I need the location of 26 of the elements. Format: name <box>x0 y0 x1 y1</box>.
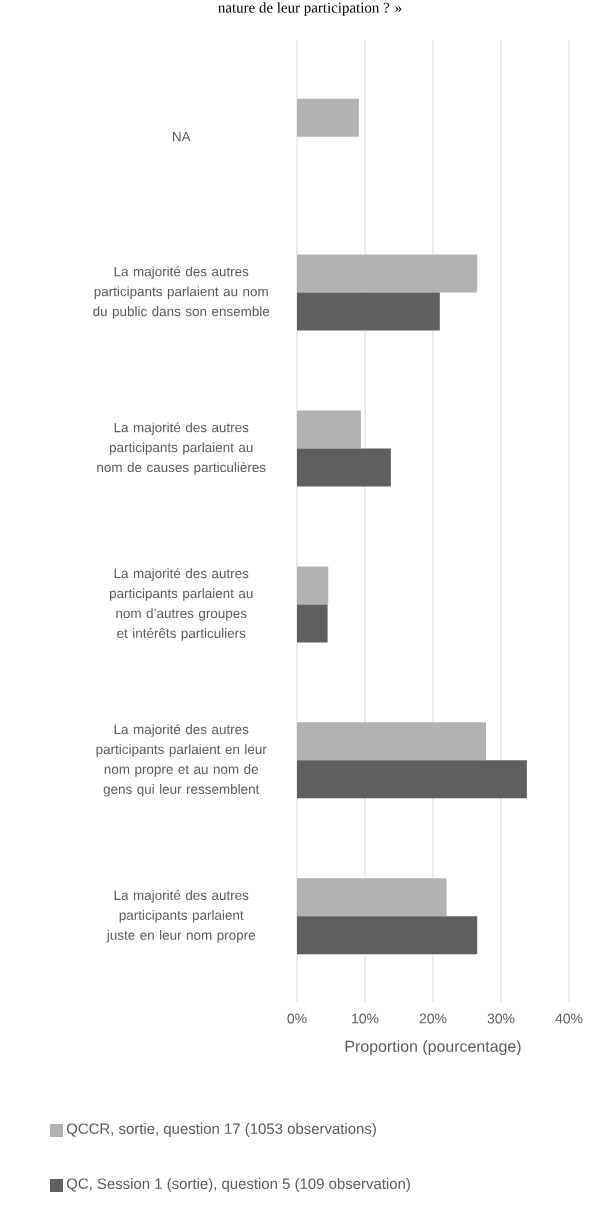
bar <box>297 98 359 137</box>
bar <box>297 760 527 799</box>
bar <box>297 410 361 449</box>
x-axis-title: Proportion (pourcentage) <box>345 1040 521 1056</box>
y-tick-label: NA <box>172 132 191 142</box>
x-tick-label: 10% <box>352 1013 379 1024</box>
x-tick-label: 0% <box>287 1013 307 1024</box>
bar <box>297 566 329 605</box>
y-tick-label: La majorité des autres participants parlaient en leur nom propre et au nom de gens qui leur ressemblent <box>96 724 267 797</box>
y-tick-label: La majorité des autres participants parlaient au nom de causes particulières <box>97 422 266 475</box>
bar <box>297 292 440 331</box>
x-tick-label: 20% <box>419 1013 447 1024</box>
x-tick-label: 40% <box>555 1013 583 1024</box>
legend-label: QC, Session 1 (sortie), question 5 (109 observation) <box>66 1178 410 1192</box>
bar <box>297 722 487 761</box>
legend-label: QCCR, sortie, question 17 (1053 observations) <box>66 1123 376 1137</box>
bar <box>297 254 478 293</box>
y-tick-label: La majorité des autres participants parlaient au nom d’autres groupes et intérêts particuliers <box>109 568 253 641</box>
bar <box>297 448 391 487</box>
bar <box>297 604 328 643</box>
x-tick-label: 30% <box>487 1013 515 1024</box>
y-tick-label: La majorité des autres participants parlaient au nom du public dans son ensemble <box>93 266 270 319</box>
bar <box>297 916 478 955</box>
y-tick-label: La majorité des autres participants parlaient juste en leur nom propre <box>106 889 255 943</box>
chart-title: nature de leur participation ? » <box>218 2 402 16</box>
bar <box>297 878 447 917</box>
